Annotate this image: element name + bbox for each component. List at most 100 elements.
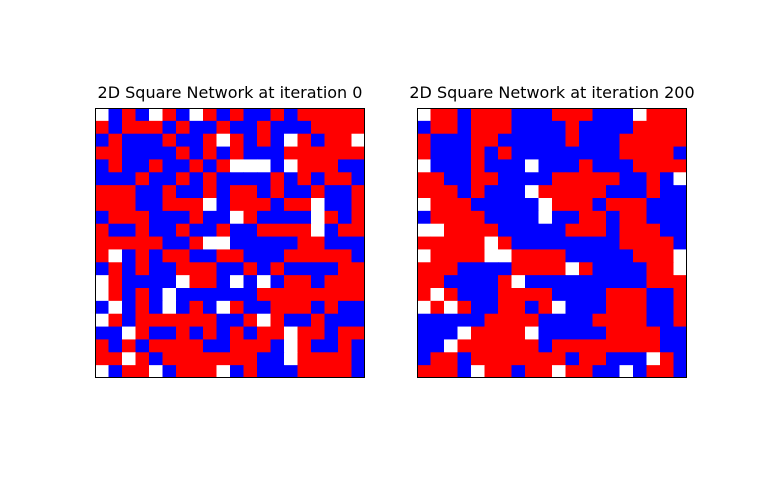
heatmap-cell xyxy=(189,185,204,199)
heatmap-cell xyxy=(430,262,445,276)
heatmap-cell xyxy=(189,210,204,225)
heatmap-cell xyxy=(633,172,647,186)
heatmap-cell xyxy=(511,108,526,122)
heatmap-cell xyxy=(338,223,352,237)
heatmap-cell xyxy=(135,352,150,366)
heatmap-cell xyxy=(673,275,688,289)
heatmap-cell xyxy=(444,198,458,212)
heatmap-cell xyxy=(646,236,661,250)
heatmap-cell xyxy=(230,146,244,160)
heatmap-cell xyxy=(673,172,688,186)
heatmap-cell xyxy=(552,313,566,327)
heatmap-cell xyxy=(565,339,580,353)
heatmap-cell xyxy=(646,198,661,212)
heatmap-cell xyxy=(511,236,526,250)
heatmap-cell xyxy=(444,210,458,225)
heatmap-cell xyxy=(297,352,312,366)
heatmap-cell xyxy=(457,185,472,199)
heatmap-cell xyxy=(538,223,553,237)
heatmap-cell xyxy=(457,249,472,263)
heatmap-cell xyxy=(351,172,366,186)
heatmap-cell xyxy=(149,313,163,327)
heatmap-cell xyxy=(216,133,231,147)
heatmap-cell xyxy=(552,159,566,173)
heatmap-cell xyxy=(606,300,620,315)
heatmap-cell xyxy=(162,249,177,263)
heatmap-cell xyxy=(511,172,526,186)
heatmap-cell xyxy=(633,120,647,135)
heatmap-cell xyxy=(108,262,123,276)
heatmap-cell xyxy=(538,365,553,379)
heatmap-cell xyxy=(230,210,244,225)
heatmap-cell xyxy=(122,198,136,212)
heatmap-cell xyxy=(95,198,109,212)
heatmap-cell xyxy=(351,288,366,302)
heatmap-cell xyxy=(430,146,445,160)
heatmap-cell xyxy=(538,108,553,122)
heatmap-cell xyxy=(95,313,109,327)
heatmap-cell xyxy=(230,262,244,276)
heatmap-cell xyxy=(525,146,539,160)
heatmap-cell xyxy=(444,326,458,340)
heatmap-cell xyxy=(579,172,593,186)
heatmap-cell xyxy=(135,365,150,379)
heatmap-cell xyxy=(457,300,472,315)
heatmap-cell xyxy=(203,313,217,327)
heatmap-cell xyxy=(619,133,634,147)
heatmap-cell xyxy=(257,288,271,302)
heatmap-cell xyxy=(673,223,688,237)
heatmap-cell xyxy=(565,352,580,366)
heatmap-cell xyxy=(538,249,553,263)
heatmap-cell xyxy=(311,172,325,186)
heatmap-cell xyxy=(417,300,431,315)
heatmap-cell xyxy=(538,352,553,366)
heatmap-cell xyxy=(484,326,499,340)
heatmap-cell xyxy=(511,313,526,327)
heatmap-cell xyxy=(95,365,109,379)
heatmap-cell xyxy=(203,223,217,237)
heatmap-cell xyxy=(122,133,136,147)
heatmap-cell xyxy=(203,339,217,353)
heatmap-cell xyxy=(538,326,553,340)
heatmap-cell xyxy=(417,108,431,122)
heatmap-cell xyxy=(149,249,163,263)
heatmap-cell xyxy=(660,300,674,315)
heatmap-cell xyxy=(646,249,661,263)
heatmap-cell xyxy=(257,249,271,263)
heatmap-cell xyxy=(216,326,231,340)
heatmap-cell xyxy=(108,172,123,186)
heatmap-cell xyxy=(122,300,136,315)
heatmap-cell xyxy=(579,120,593,135)
heatmap-cell xyxy=(324,185,339,199)
heatmap-cell xyxy=(498,146,512,160)
heatmap-cell xyxy=(417,275,431,289)
heatmap-cell xyxy=(149,223,163,237)
heatmap-cell xyxy=(484,159,499,173)
heatmap-cell xyxy=(122,159,136,173)
heatmap-cell xyxy=(351,108,366,122)
heatmap-cell xyxy=(417,339,431,353)
heatmap-cell xyxy=(257,223,271,237)
heatmap-cell xyxy=(471,108,485,122)
heatmap-cell xyxy=(430,275,445,289)
heatmap-cell xyxy=(606,146,620,160)
heatmap-cell xyxy=(270,262,285,276)
heatmap-cell xyxy=(471,120,485,135)
heatmap-cell xyxy=(108,326,123,340)
heatmap-cell xyxy=(471,172,485,186)
heatmap-cell xyxy=(257,262,271,276)
heatmap-cell xyxy=(297,172,312,186)
heatmap-cell xyxy=(579,159,593,173)
heatmap-cell xyxy=(498,120,512,135)
heatmap-cell xyxy=(149,352,163,366)
heatmap-cell xyxy=(552,339,566,353)
heatmap-cell xyxy=(338,249,352,263)
heatmap-cell xyxy=(538,172,553,186)
heatmap-cell xyxy=(162,288,177,302)
heatmap-cell xyxy=(284,352,298,366)
heatmap-cell xyxy=(592,339,607,353)
heatmap-cell xyxy=(660,210,674,225)
heatmap-cell xyxy=(135,249,150,263)
heatmap-cell xyxy=(525,352,539,366)
heatmap-cell xyxy=(108,365,123,379)
